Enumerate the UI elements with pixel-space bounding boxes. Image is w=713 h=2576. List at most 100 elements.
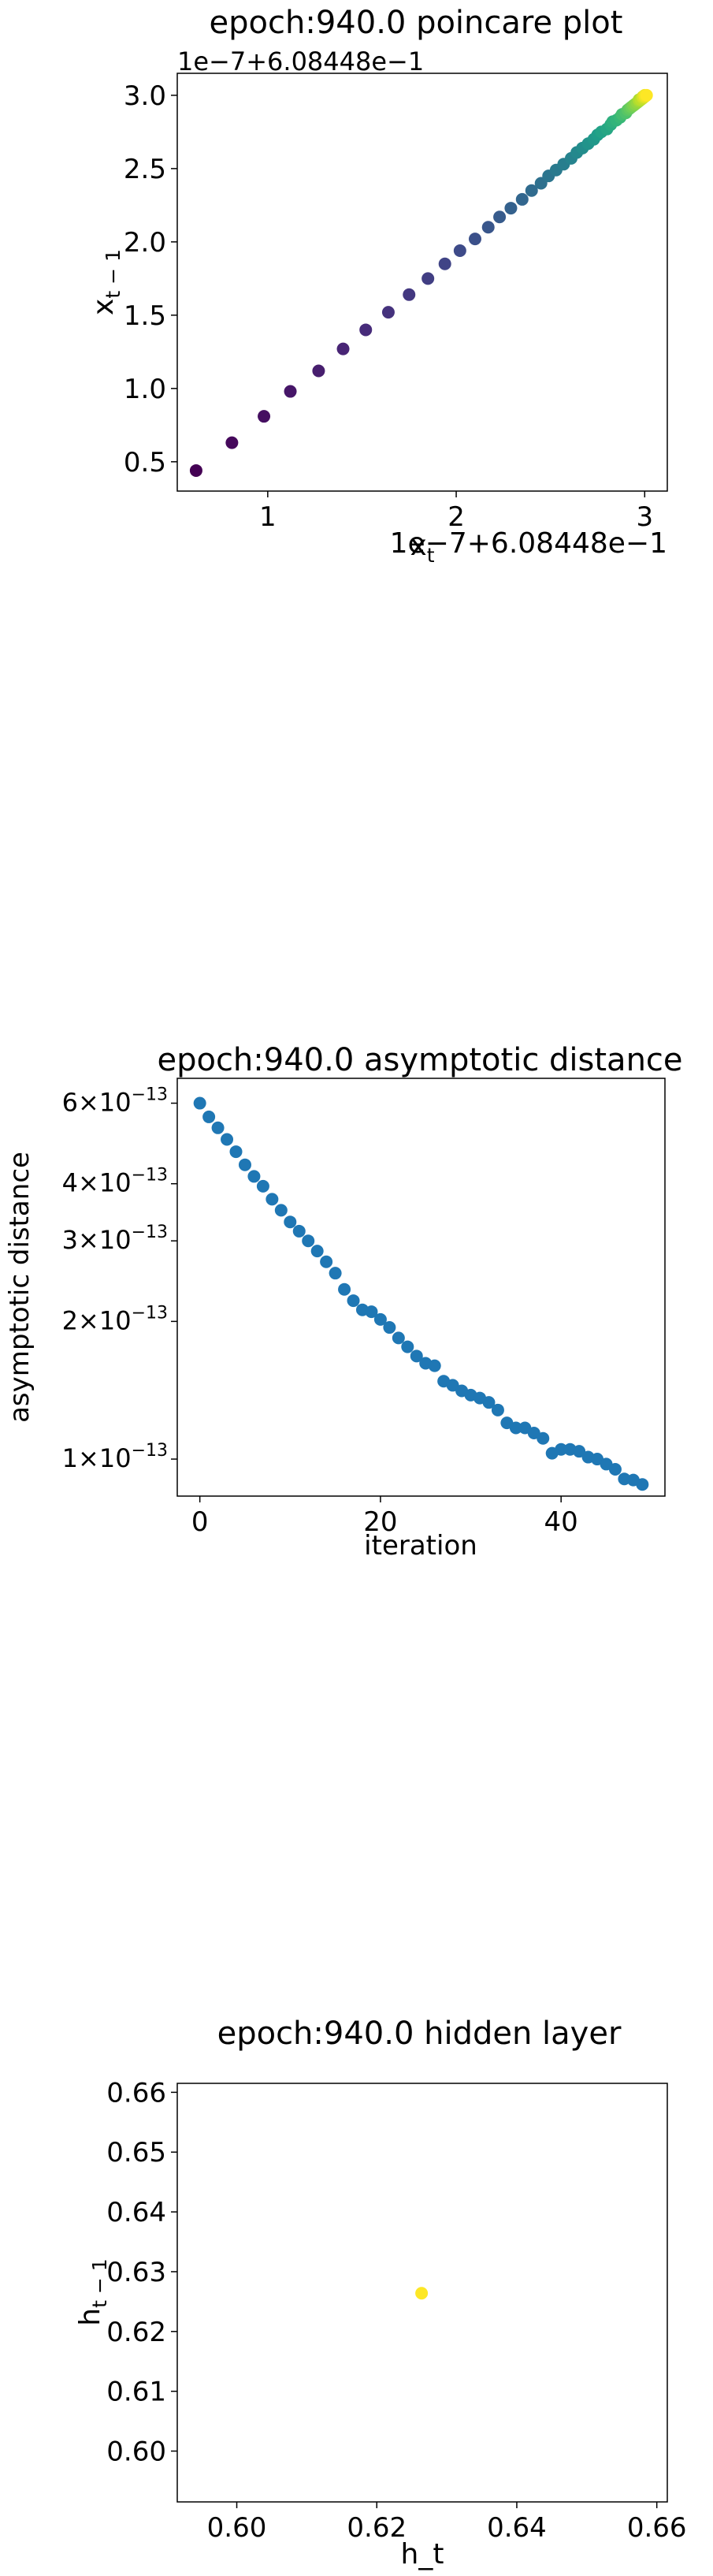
y-tick-label: 3×10−13	[62, 1223, 168, 1255]
poincare-plot-y-label: xt − 1	[87, 249, 124, 315]
asymptotic-distance-points	[193, 1096, 649, 1491]
asymptotic-distance-chart: epoch:940.0 asymptotic distance 6×10−134…	[4, 1042, 683, 1562]
data-point	[446, 1379, 459, 1392]
y-tick-label: 4×10−13	[62, 1166, 168, 1198]
y-tick-label: 0.5	[124, 447, 166, 478]
data-point	[338, 1282, 351, 1296]
hidden-layer-x-ticks: 0.60 0.62 0.64 0.66	[207, 2502, 687, 2544]
x-tick-label: 0	[191, 1506, 209, 1538]
data-point	[373, 1312, 387, 1326]
y-tick-label: 1.5	[124, 300, 166, 332]
hidden-layer-points	[415, 2287, 429, 2300]
y-tick-label: 2×10−13	[62, 1303, 168, 1335]
y-tick-exponent: −13	[132, 1166, 168, 1186]
data-point	[221, 1133, 234, 1146]
data-point	[515, 192, 529, 206]
data-point	[225, 436, 239, 449]
data-point	[247, 1170, 261, 1183]
data-point	[493, 210, 507, 224]
poincare-plot-title: epoch:940.0 poincare plot	[210, 5, 623, 41]
data-point	[403, 288, 416, 301]
data-point	[336, 342, 350, 356]
data-point	[509, 1421, 522, 1435]
y-tick-base: ×10	[78, 1305, 132, 1335]
data-point	[481, 221, 495, 234]
y-tick-base: ×10	[78, 1088, 132, 1118]
y-tick-exponent: −13	[132, 1223, 168, 1242]
y-tick-base: ×10	[78, 1225, 132, 1255]
x-tick-label: 1	[259, 501, 277, 533]
poincare-plot-chart: epoch:940.0 poincare plot 1e−7+6.08448e−…	[87, 5, 668, 567]
data-point	[555, 1442, 568, 1456]
hidden-layer-y-ticks: 0.60 0.61 0.62 0.63 0.64 0.65 0.66	[106, 2077, 177, 2468]
poincare-plot-x-ticks: 1 2 3	[259, 491, 653, 533]
data-point	[428, 1359, 441, 1372]
data-point	[640, 88, 653, 102]
y-tick-base: ×10	[78, 1443, 132, 1473]
data-point	[320, 1255, 333, 1268]
x-tick-label: 3	[636, 501, 653, 533]
data-point	[636, 1478, 649, 1491]
hidden-layer-y-label: ht − 1	[74, 2258, 111, 2325]
data-point	[415, 2287, 429, 2300]
data-point	[381, 306, 395, 319]
data-point	[238, 1158, 251, 1171]
data-point	[284, 385, 297, 398]
x-tick-label: 0.66	[627, 2512, 687, 2544]
y-tick-label: 6×10−13	[62, 1085, 168, 1118]
poincare-plot-axes-frame	[176, 73, 668, 492]
data-point	[421, 272, 435, 285]
data-point	[310, 1245, 324, 1258]
data-point	[359, 323, 373, 337]
x-tick-label: 2	[447, 501, 465, 533]
y-tick-label: 0.62	[106, 2317, 166, 2348]
data-point	[302, 1234, 315, 1248]
poincare-plot-y-ticks: 0.5 1.0 1.5 2.0 2.5 3.0	[124, 80, 177, 478]
asymptotic-distance-axes-frame	[176, 1078, 666, 1497]
y-tick-base: ×10	[78, 1168, 132, 1198]
y-tick-label: 2.5	[124, 154, 166, 185]
data-point	[292, 1224, 306, 1238]
hidden-layer-axes-frame	[176, 2083, 668, 2503]
hidden-layer-x-label: h_t	[401, 2538, 444, 2570]
data-point	[392, 1331, 405, 1345]
y-tick-mantissa: 2	[62, 1305, 78, 1335]
x-tick-label: 0.60	[207, 2512, 267, 2544]
data-point	[229, 1145, 243, 1159]
poincare-plot-points	[189, 88, 653, 477]
asymptotic-distance-y-ticks: 6×10−134×10−133×10−132×10−131×10−13	[62, 1085, 177, 1473]
y-tick-exponent: −13	[132, 1303, 168, 1323]
hidden-layer-title: epoch:940.0 hidden layer	[217, 2016, 622, 2052]
y-tick-mantissa: 6	[62, 1088, 78, 1118]
data-point	[482, 1396, 496, 1409]
y-tick-exponent: −13	[132, 1085, 168, 1105]
data-point	[266, 1193, 279, 1206]
y-tick-label: 0.60	[106, 2436, 166, 2468]
y-tick-exponent: −13	[132, 1441, 168, 1461]
y-tick-label: 0.64	[106, 2197, 166, 2228]
data-point	[193, 1096, 206, 1110]
x-tick-label: 20	[363, 1506, 397, 1538]
data-point	[608, 1462, 622, 1476]
data-point	[256, 1179, 269, 1193]
y-tick-mantissa: 1	[62, 1443, 78, 1473]
y-tick-label: 2.0	[124, 227, 166, 259]
y-tick-label: 3.0	[124, 80, 166, 112]
y-tick-label: 0.63	[106, 2257, 166, 2288]
data-point	[491, 1403, 504, 1416]
x-tick-label: 40	[544, 1506, 578, 1538]
data-point	[189, 463, 202, 477]
poincare-plot-y-offset-text: 1e−7+6.08448e−1	[177, 47, 424, 76]
poincare-plot-x-offset-text: 1e−7+6.08448e−1	[390, 527, 667, 560]
data-point	[453, 244, 466, 258]
data-point	[525, 184, 538, 197]
data-point	[537, 1431, 550, 1445]
data-point	[329, 1267, 342, 1280]
data-point	[312, 364, 325, 378]
asymptotic-distance-x-label: iteration	[364, 1530, 477, 1562]
data-point	[573, 1445, 586, 1458]
data-point	[410, 1349, 423, 1363]
y-tick-mantissa: 4	[62, 1168, 78, 1198]
data-point	[202, 1110, 216, 1123]
y-tick-label: 1.0	[124, 374, 166, 405]
